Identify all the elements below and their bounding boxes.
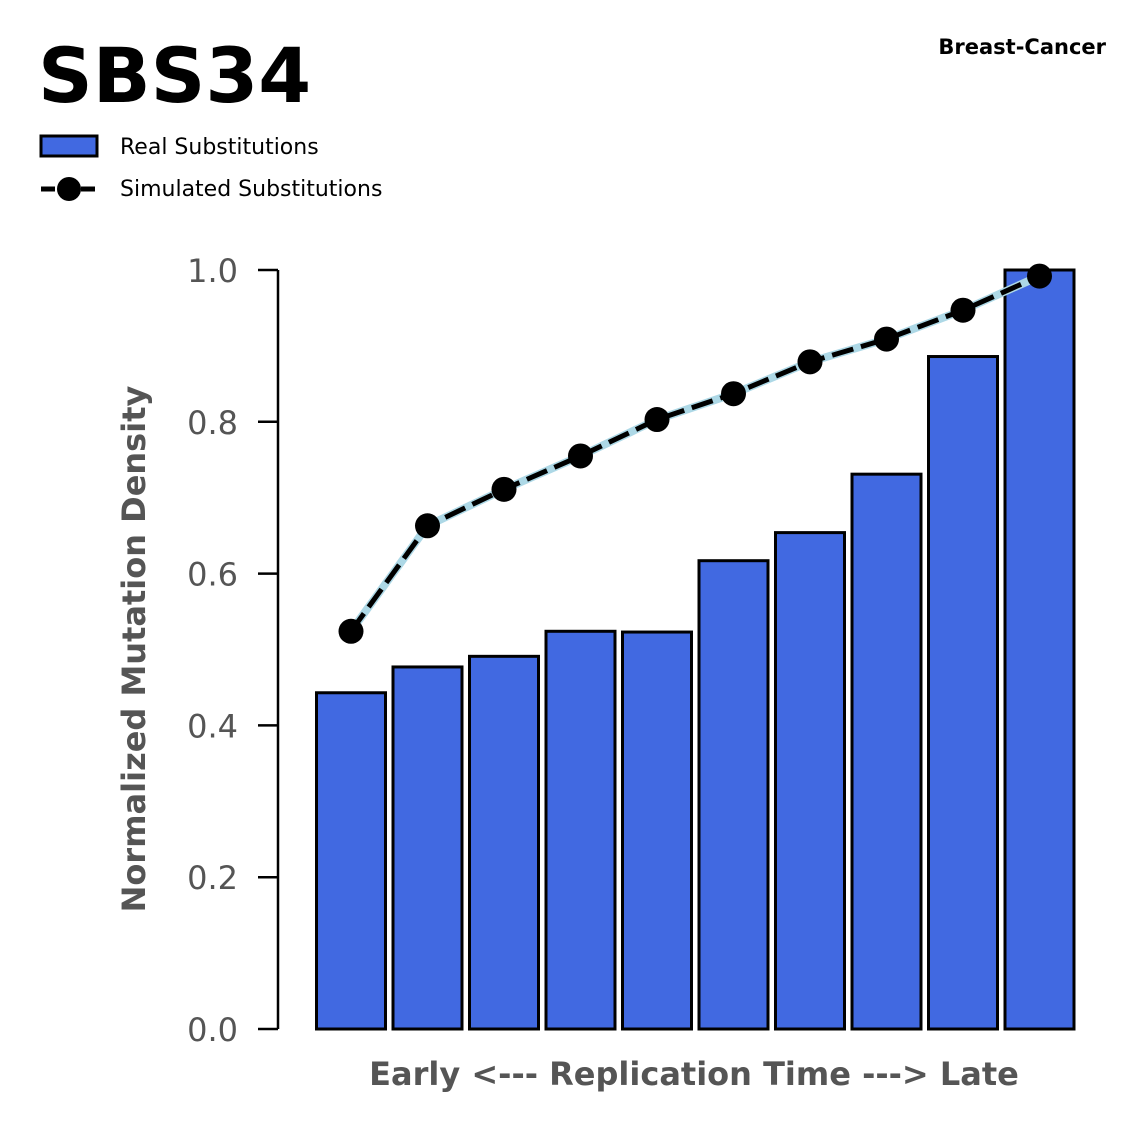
plot-area: 0.0 0.2 0.4 0.6 0.8 1.0 [187,252,1076,1049]
legend: Real Substitutions Simulated Substitutio… [39,134,382,202]
simulated-point [874,326,899,352]
legend-real-swatch [39,134,99,158]
bar [544,629,617,1031]
simulated-point [797,349,823,375]
legend-sim-label: Simulated Substitutions [120,177,382,202]
x-axis-label: Early <--- Replication Time ---> Late [369,1055,1019,1093]
bar [774,531,846,1031]
simulated-point [415,513,440,539]
y-tick-label: 0.8 [187,404,238,442]
simulated-point [491,476,517,502]
y-tick-label: 0.0 [187,1011,238,1049]
bar [391,665,464,1031]
y-axis-label: Normalized Mutation Density [115,386,153,913]
y-tick-label: 0.6 [187,556,238,594]
chart-title: SBS34 [38,31,311,120]
bar [927,355,999,1031]
bar [1003,268,1076,1031]
simulated-line [348,273,1041,633]
bar [468,654,540,1031]
simulated-point [644,407,670,433]
y-tick-label: 0.2 [187,859,238,897]
bar [850,472,923,1031]
simulated-point [721,381,746,407]
simulated-point [1027,263,1052,289]
bar [621,630,693,1031]
y-tick-label: 1.0 [187,252,238,290]
bar [315,691,387,1031]
legend-sim-marker [57,177,81,201]
chart-subtitle: Breast-Cancer [938,35,1106,59]
simulated-point [568,443,593,469]
legend-real-label: Real Substitutions [120,135,319,160]
simulated-point [950,297,976,323]
y-tick-label: 0.4 [187,707,238,745]
simulated-point [338,618,364,644]
bar [697,559,770,1031]
